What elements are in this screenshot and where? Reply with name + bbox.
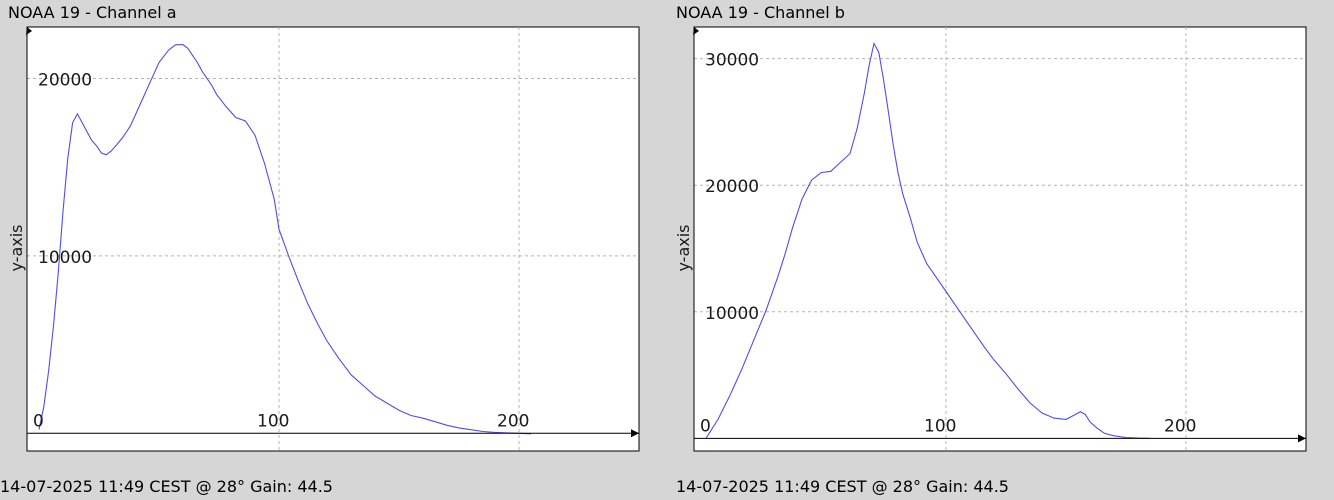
chart-b-plot-area [693, 26, 1307, 452]
chart-a-x-tick-0: 0 [33, 411, 44, 431]
chart-a-y-tick-20000: 20000 [38, 70, 92, 90]
chart-b-grid [694, 27, 1306, 451]
chart-b-x-tick-200: 200 [1164, 416, 1196, 436]
chart-a-x-tick-100: 100 [257, 411, 289, 431]
chart-b-y-tick-30000: 30000 [705, 51, 759, 71]
chart-a-title: NOAA 19 - Channel a [8, 3, 177, 22]
chart-a-y-axis-arrow [26, 27, 32, 35]
chart-a-series-line [38, 44, 532, 435]
chart-b-y-tick-20000: 20000 [705, 177, 759, 197]
chart-a-x-tick-200: 200 [497, 411, 529, 431]
chart-b-svg: 0 100 200 10000 20000 30000 y-axis [674, 26, 1307, 452]
chart-a-ylabel: y-axis [7, 224, 26, 271]
chart-b-y-tick-10000: 10000 [705, 304, 759, 324]
chart-b-series-line [705, 41, 1151, 439]
chart-a-x-axis-arrow [631, 429, 639, 438]
chart-b-y-axis-arrow [693, 27, 699, 35]
chart-b-x-tick-0: 0 [700, 416, 711, 436]
chart-a-tick-labels: 0 100 200 10000 20000 [33, 70, 529, 431]
chart-b-axes [693, 27, 1306, 451]
chart-b-footer: 14-07-2025 11:49 CEST @ 28° Gain: 44.5 [676, 477, 1009, 496]
chart-b-x-tick-100: 100 [924, 416, 956, 436]
chart-b-ylabel: y-axis [674, 224, 693, 271]
chart-a-footer: 14-07-2025 11:49 CEST @ 28° Gain: 44.5 [0, 477, 333, 496]
chart-a-grid [27, 27, 639, 451]
chart-b-title: NOAA 19 - Channel b [676, 3, 845, 22]
chart-a-axes [26, 27, 639, 451]
chart-a-plot-area [26, 26, 640, 452]
chart-b-x-axis-arrow [1298, 434, 1306, 443]
chart-a-svg: 0 100 200 10000 20000 y-axis [7, 26, 640, 452]
chart-a-y-tick-10000: 10000 [38, 248, 92, 268]
chart-b-tick-labels: 0 100 200 10000 20000 30000 [700, 51, 1196, 437]
